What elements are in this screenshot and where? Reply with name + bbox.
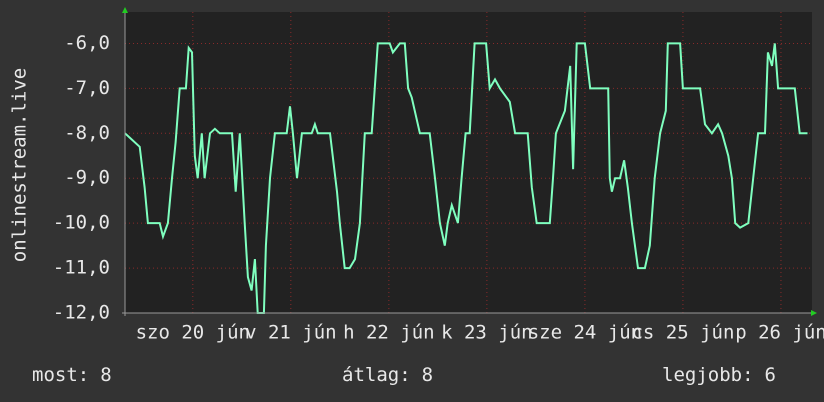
- stat-label: átlag:: [342, 364, 411, 386]
- x-tick-label: v 21 jún: [245, 322, 337, 344]
- stat-value: 8: [422, 364, 433, 386]
- labels: -12,0 -11,0 -10,0 -9,0 -8,0 -7,0 -6,0 szo 20 jú…: [32, 32, 824, 386]
- y-tick-label: -11,0: [53, 257, 110, 279]
- y-axis-label: onlinestream.live: [9, 68, 31, 262]
- stat-value: 6: [765, 364, 776, 386]
- x-tick-label: szo 20 jún: [136, 322, 250, 344]
- x-tick-label: h 22 jún: [343, 322, 435, 344]
- x-tick-label: cs 25 jún: [631, 322, 734, 344]
- stat-value: 8: [100, 364, 111, 386]
- x-tick-label: sze 24 jún: [528, 322, 642, 344]
- y-tick-label: -6,0: [64, 32, 110, 54]
- stat-label: legjobb:: [662, 364, 754, 386]
- series: [124, 42, 808, 314]
- data-line: [124, 42, 808, 314]
- x-arrow: [811, 310, 817, 316]
- stat-label: most:: [32, 364, 89, 386]
- x-tick-label: p 26 jún: [735, 322, 824, 344]
- plot-area: [125, 12, 812, 313]
- stat: átlag: 8: [342, 364, 433, 386]
- y-tick-label: -9,0: [64, 167, 110, 189]
- x-tick-label: k 23 jún: [441, 322, 533, 344]
- y-arrow: [122, 7, 128, 13]
- stat: legjobb: 6: [662, 364, 776, 386]
- y-tick-label: -8,0: [64, 122, 110, 144]
- y-tick-label: -10,0: [53, 212, 110, 234]
- y-tick-label: -12,0: [53, 302, 110, 324]
- y-tick-label: -7,0: [64, 77, 110, 99]
- stat: most: 8: [32, 364, 112, 386]
